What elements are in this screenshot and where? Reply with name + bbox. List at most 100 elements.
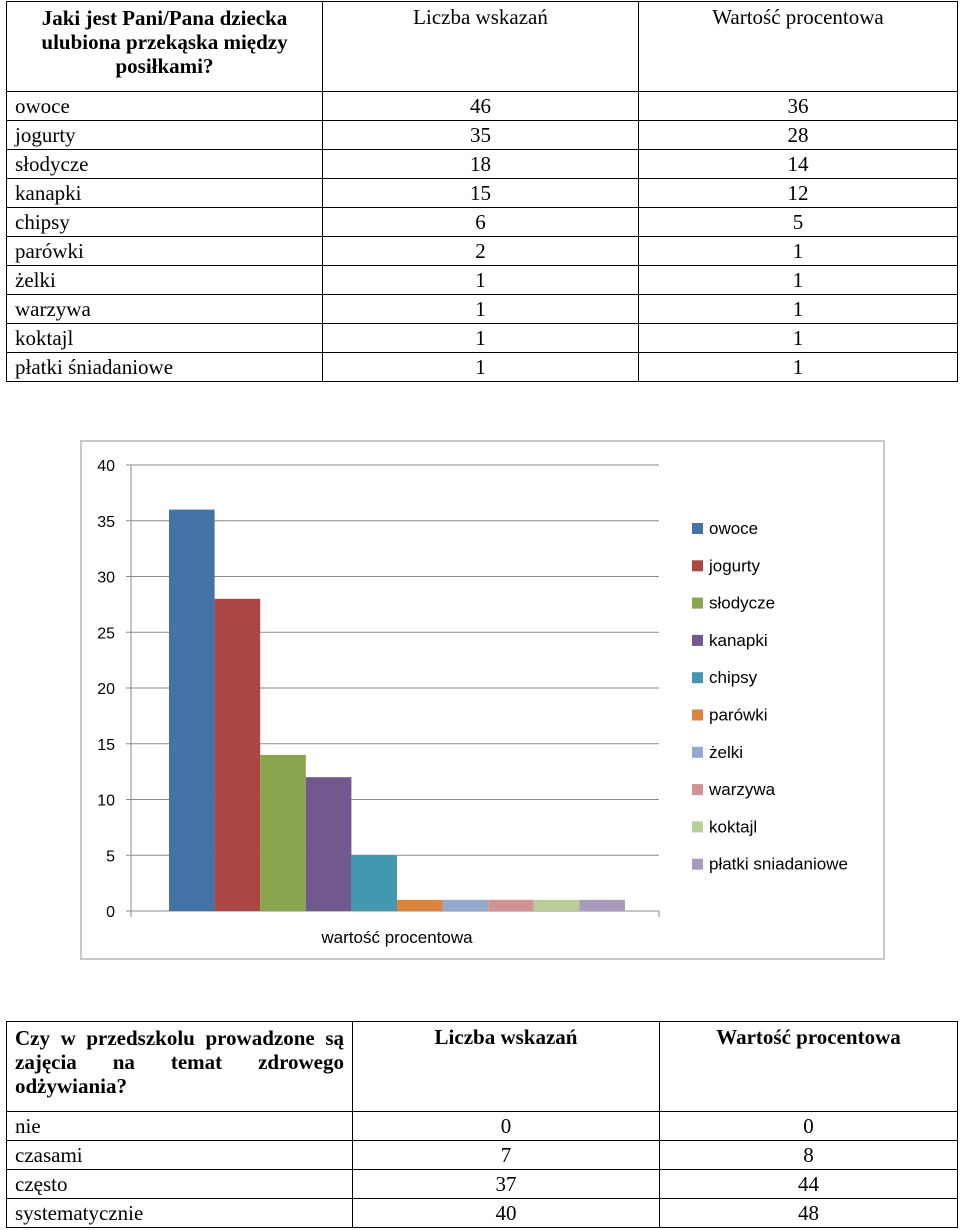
legend-entry: chipsy xyxy=(709,668,758,687)
table-row: jogurty 35 28 xyxy=(6,120,958,150)
table-row: parówki 2 1 xyxy=(6,236,958,266)
row-percent: 28 xyxy=(638,120,958,150)
bar-chart: 0 5 10 15 20 25 30 35 40 wartość procentowa owoc… xyxy=(80,440,885,960)
bars xyxy=(169,509,625,911)
row-label: parówki xyxy=(6,236,323,266)
bar-1 xyxy=(169,509,215,911)
row-count: 1 xyxy=(322,294,639,324)
row-percent: 5 xyxy=(638,207,958,237)
table-header-row: Czy w przedszkolu prowadzone są zajęcia … xyxy=(6,1021,958,1112)
bar-10 xyxy=(579,899,625,911)
question-cell: Jaki jest Pani/Pana dziecka ulubiona prz… xyxy=(6,1,323,92)
row-percent: 48 xyxy=(659,1198,958,1228)
row-count: 18 xyxy=(322,149,639,179)
row-count: 37 xyxy=(352,1169,660,1199)
legend-swatch xyxy=(692,672,703,684)
y-tick-label: 20 xyxy=(97,681,115,698)
row-label: żelki xyxy=(6,265,323,295)
table-row: często 37 44 xyxy=(6,1169,958,1199)
row-count: 0 xyxy=(352,1111,660,1141)
row-count: 2 xyxy=(322,236,639,266)
row-percent: 44 xyxy=(659,1169,958,1199)
legend-swatch xyxy=(692,821,703,833)
table-row: kanapki 15 12 xyxy=(6,178,958,208)
bar-4 xyxy=(305,777,352,911)
legend-entry: jogurty xyxy=(708,556,761,575)
legend-entry: owoce xyxy=(709,519,758,538)
legend-swatch xyxy=(692,597,703,609)
bar-2 xyxy=(214,598,261,911)
column-header-count: Liczba wskazań xyxy=(352,1021,660,1112)
row-count: 6 xyxy=(322,207,639,237)
row-count: 40 xyxy=(352,1198,660,1228)
row-count: 7 xyxy=(352,1140,660,1170)
table-header-row: Jaki jest Pani/Pana dziecka ulubiona prz… xyxy=(6,1,958,92)
legend-swatch xyxy=(692,634,703,646)
legend-swatch xyxy=(692,709,703,721)
row-percent: 8 xyxy=(659,1140,958,1170)
row-label: chipsy xyxy=(6,207,323,237)
table-row: nie 0 0 xyxy=(6,1111,958,1141)
table-row: żelki 1 1 xyxy=(6,265,958,295)
legend-swatch xyxy=(692,858,703,870)
y-tick-label: 10 xyxy=(97,793,115,810)
row-percent: 14 xyxy=(638,149,958,179)
y-tick-label: 30 xyxy=(97,570,115,587)
y-tick-label: 0 xyxy=(106,904,115,921)
legend-swatch xyxy=(692,560,703,572)
bar-5 xyxy=(351,855,397,911)
table-row: systematycznie 40 48 xyxy=(6,1198,958,1228)
bar-9 xyxy=(533,899,580,911)
row-label: jogurty xyxy=(6,120,323,150)
legend-entry: koktajl xyxy=(709,817,757,836)
row-count: 1 xyxy=(322,352,639,382)
legend-entry: parówki xyxy=(709,706,768,725)
table-row: płatki śniadaniowe 1 1 xyxy=(6,352,958,382)
row-label: warzywa xyxy=(6,294,323,324)
row-label: systematycznie xyxy=(6,1198,353,1228)
legend: owoce jogurty słodycze kanapki chipsy parówki… xyxy=(692,519,848,874)
row-percent: 1 xyxy=(638,294,958,324)
row-percent: 0 xyxy=(659,1111,958,1141)
row-count: 15 xyxy=(322,178,639,208)
row-percent: 1 xyxy=(638,352,958,382)
row-count: 46 xyxy=(322,91,639,121)
row-percent: 1 xyxy=(638,236,958,266)
row-label: słodycze xyxy=(6,149,323,179)
row-label: kanapki xyxy=(6,178,323,208)
row-percent: 36 xyxy=(638,91,958,121)
y-tick-label: 35 xyxy=(97,514,115,531)
table-row: słodycze 18 14 xyxy=(6,149,958,179)
column-header-percent: Wartość procentowa xyxy=(638,1,958,92)
legend-entry: kanapki xyxy=(709,631,768,650)
row-count: 1 xyxy=(322,323,639,353)
column-header-count: Liczba wskazań xyxy=(322,1,639,92)
table-row: owoce 46 36 xyxy=(6,91,958,121)
y-tick-label: 25 xyxy=(97,625,115,642)
column-header-percent: Wartość procentowa xyxy=(659,1021,958,1112)
bar-6 xyxy=(397,899,443,911)
legend-entry: warzywa xyxy=(708,780,776,799)
legend-swatch xyxy=(692,746,703,758)
legend-entry: słodycze xyxy=(709,594,775,613)
question-cell: Czy w przedszkolu prowadzone są zajęcia … xyxy=(6,1021,353,1112)
legend-entry: płatki sniadaniowe xyxy=(709,855,848,874)
y-tick-label: 5 xyxy=(106,848,115,865)
row-label: często xyxy=(6,1169,353,1199)
legend-swatch xyxy=(692,784,703,796)
table-row: warzywa 1 1 xyxy=(6,294,958,324)
row-label: nie xyxy=(6,1111,353,1141)
legend-swatch xyxy=(692,523,703,534)
table-row: chipsy 6 5 xyxy=(6,207,958,237)
y-tick-label: 15 xyxy=(97,737,115,754)
row-percent: 1 xyxy=(638,323,958,353)
bar-7 xyxy=(442,899,489,911)
row-label: płatki śniadaniowe xyxy=(6,352,323,382)
bar-3 xyxy=(260,754,306,911)
y-tick-labels: 0 5 10 15 20 25 30 35 40 xyxy=(97,458,115,921)
bar-8 xyxy=(488,899,534,911)
row-percent: 12 xyxy=(638,178,958,208)
nutrition-classes-table: Czy w przedszkolu prowadzone są zajęcia … xyxy=(6,1021,958,1228)
legend-entry: żelki xyxy=(709,743,743,762)
x-axis-category-label: wartość procentowa xyxy=(320,928,473,947)
